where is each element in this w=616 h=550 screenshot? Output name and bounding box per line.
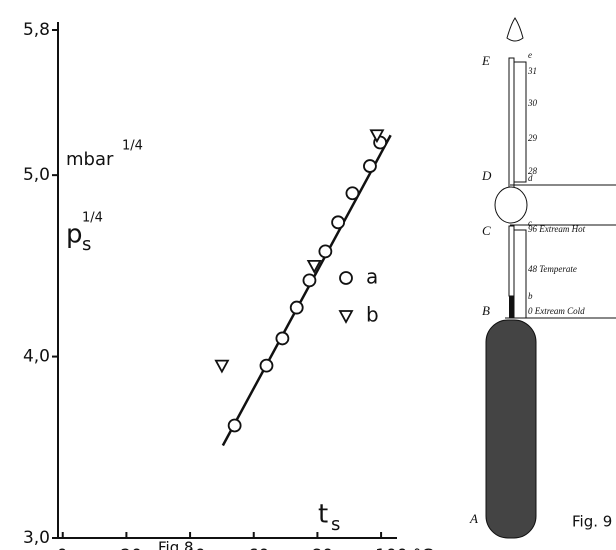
chart: 3,04,05,05,8020406080100 °Cps1/4mbar1/4t… — [23, 20, 433, 550]
scale-number: 28 — [528, 166, 538, 176]
legend-label: a — [366, 265, 378, 289]
fit-line — [221, 134, 392, 447]
marker-circle — [363, 159, 377, 173]
tube — [508, 57, 515, 189]
y-axis-label-sub: s — [82, 234, 91, 255]
y-axis-label-sup: 1/4 — [82, 211, 103, 226]
bulb-middle — [494, 186, 528, 224]
thermometer-figure: E D C B A e d c b 31 30 29 28 96 Extream… — [469, 17, 616, 539]
scale-number: 29 — [528, 133, 538, 143]
marker-circle — [339, 271, 353, 285]
x-tick-label: 100 °C — [375, 546, 433, 550]
marker-circle — [275, 331, 290, 346]
marker-triangle — [369, 129, 385, 144]
scale-upper — [513, 61, 527, 183]
scale-note: 48 Temperate — [528, 264, 577, 274]
y-tick-label: 4,0 — [23, 347, 50, 367]
scale-number: 30 — [527, 98, 538, 108]
mark-label: e — [528, 50, 532, 60]
x-axis-label: t — [318, 500, 328, 530]
marker-circle — [289, 300, 304, 315]
y-axis-label: p — [66, 220, 83, 250]
point-label: A — [469, 511, 478, 526]
marker-circle — [331, 215, 346, 230]
unit-annotation-sup: 1/4 — [122, 139, 143, 154]
point-label: C — [482, 223, 491, 238]
mark-label: c — [528, 218, 532, 228]
marker-circle — [259, 358, 274, 373]
figure-caption: Fig. 9 — [572, 513, 612, 531]
marker-triangle — [214, 359, 230, 374]
scale-note: 96 Extream Hot — [528, 224, 586, 234]
scale-lower — [513, 229, 527, 319]
x-tick-label: 40 — [184, 546, 206, 550]
tube — [508, 225, 515, 297]
unit-annotation: mbar — [66, 149, 114, 170]
y-tick-label: 5,8 — [23, 20, 50, 40]
scale-note: 0 Extream Cold — [528, 306, 585, 316]
figure-caption: Fig.8 — [158, 539, 194, 550]
scale-number: 31 — [527, 66, 537, 76]
x-tick-label: 0 — [57, 546, 68, 550]
marker-triangle — [338, 310, 354, 324]
x-tick-label: 80 — [311, 546, 333, 550]
point-label: B — [482, 303, 490, 318]
x-axis-label-sub: s — [331, 514, 340, 535]
marker-triangle — [306, 259, 322, 274]
thermometer-bulb-top — [506, 17, 524, 42]
x-tick-label: 20 — [120, 546, 142, 550]
marker-circle — [302, 273, 317, 288]
x-tick-label: 60 — [248, 546, 270, 550]
legend-label: b — [366, 303, 379, 327]
mercury — [509, 296, 514, 318]
reservoir — [485, 319, 537, 539]
marker-circle — [345, 186, 360, 201]
marker-circle — [227, 418, 242, 433]
y-tick-label: 5,0 — [23, 165, 50, 185]
point-label: E — [481, 53, 490, 68]
mark-label: d — [528, 173, 533, 183]
point-label: D — [481, 168, 492, 183]
marker-circle — [318, 244, 333, 259]
y-tick-label: 3,0 — [23, 528, 50, 548]
mark-label: b — [528, 291, 533, 301]
